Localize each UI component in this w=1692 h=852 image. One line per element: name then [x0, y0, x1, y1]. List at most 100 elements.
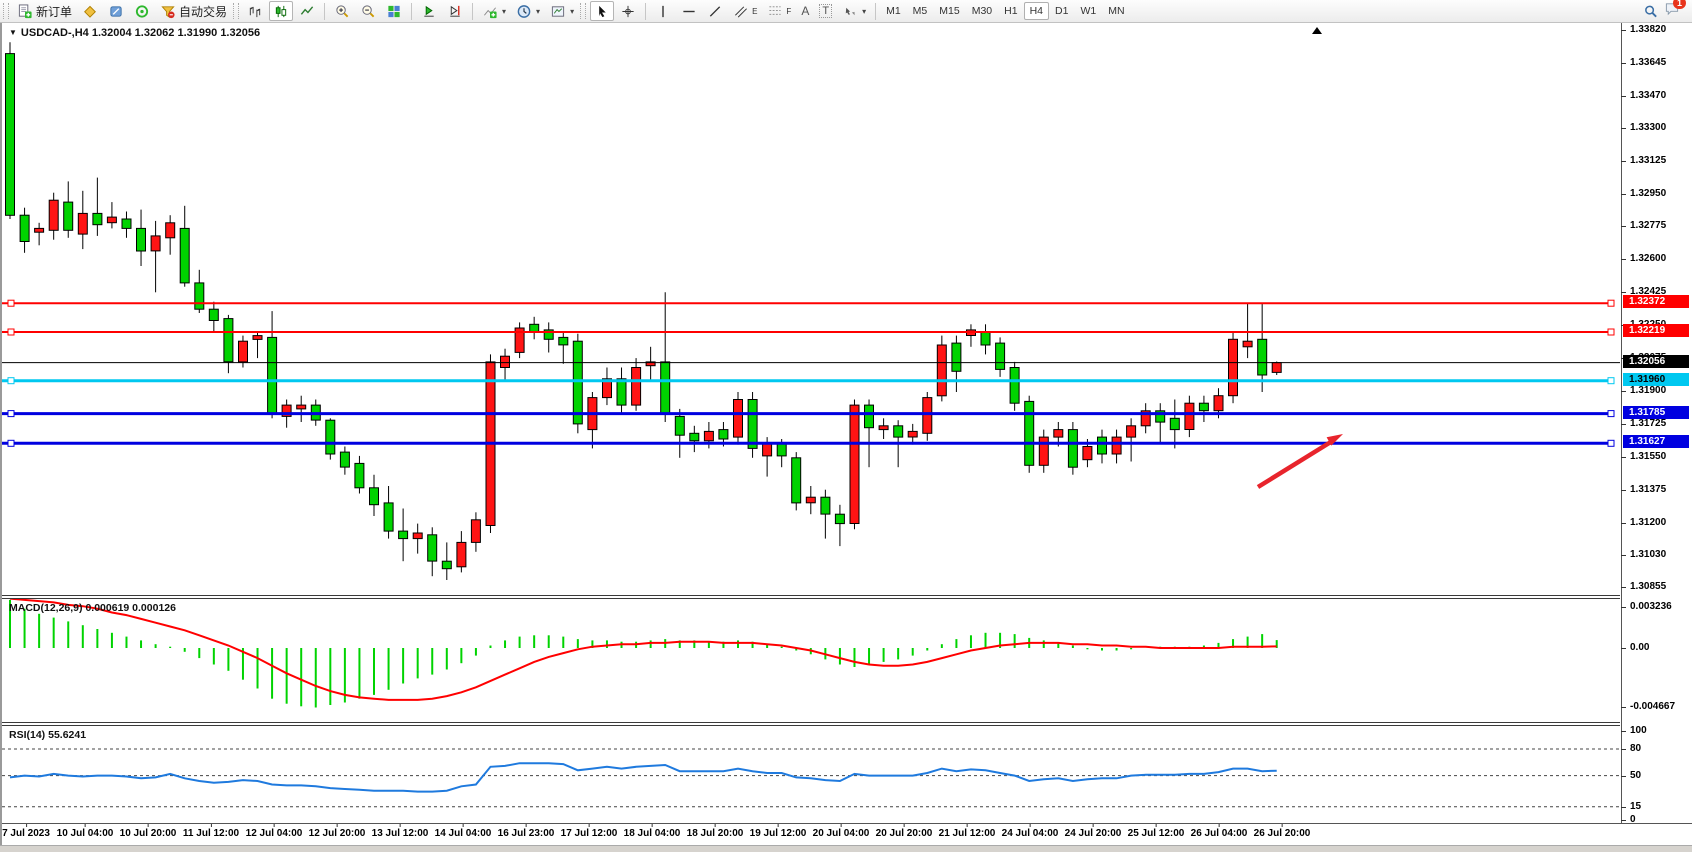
one-click-collapse-icon[interactable]: ▼ [9, 28, 17, 37]
macd-plot[interactable] [2, 599, 1620, 722]
macd-axis-label: 0.003236 [1621, 601, 1672, 612]
signals-button[interactable] [130, 1, 154, 21]
timeframe-h4[interactable]: H4 [1023, 2, 1050, 20]
rsi-axis-label: 100 [1621, 725, 1647, 736]
zoom-out-icon [362, 4, 375, 17]
market-button[interactable] [78, 1, 102, 21]
timeframe-w1[interactable]: W1 [1074, 2, 1102, 20]
new-order-button[interactable]: 新订单 [13, 1, 76, 21]
auto-scroll-button[interactable] [417, 1, 441, 21]
zoom-in-button[interactable] [330, 1, 354, 21]
timeframe-d1[interactable]: D1 [1049, 2, 1074, 20]
price-tag-1.32219: 1.32219 [1623, 324, 1689, 337]
timeframe-h1[interactable]: H1 [998, 2, 1023, 20]
price-axis-label: 1.33645 [1620, 57, 1667, 68]
tile-windows-icon [388, 5, 400, 17]
bar-chart-button[interactable] [243, 1, 267, 21]
crosshair-tool-button[interactable] [616, 1, 640, 21]
price-tag-1.32372: 1.32372 [1623, 295, 1689, 308]
hline-1.32372[interactable] [2, 299, 1615, 307]
hline-1.32219[interactable] [2, 328, 1615, 336]
vertical-line-icon [662, 5, 664, 17]
price-axis[interactable]: 1.33820 1.33645 1.33470 1.33300 1.33125 1.329… [1620, 23, 1692, 825]
macd-signal-line [9, 599, 1277, 701]
candlestick-chart-button[interactable] [269, 1, 294, 21]
channel-tool-button[interactable]: E [729, 1, 761, 21]
window-bottom-edge [0, 845, 1692, 852]
time-axis-label: 24 Jul 20:00 [1064, 824, 1122, 839]
chart-shift-marker[interactable] [1312, 27, 1322, 34]
macd-label: MACD(12,26,9) 0.000619 0.000126 [9, 602, 176, 614]
search-button[interactable] [1639, 1, 1663, 21]
chat-button[interactable]: 1 [1664, 0, 1686, 21]
price-axis-label: 1.31725 [1620, 418, 1667, 429]
price-axis-label: 1.31375 [1620, 484, 1667, 495]
time-axis-label: 18 Jul 20:00 [686, 824, 744, 839]
arrows-tool-button[interactable]: ▾ [838, 1, 870, 21]
hline-handle[interactable] [1607, 328, 1615, 336]
timeframe-m30[interactable]: M30 [966, 2, 998, 20]
chart-title: ▼ USDCAD-,H4 1.32004 1.32062 1.31990 1.32… [9, 27, 260, 39]
timeframe-m1[interactable]: M1 [880, 2, 907, 20]
timeframe-m5[interactable]: M5 [907, 2, 934, 20]
hline-handle[interactable] [1607, 410, 1615, 418]
main-chart-plot[interactable] [2, 24, 1620, 595]
toolbar-separator [233, 3, 240, 19]
hline-handle[interactable] [7, 439, 15, 447]
auto-scroll-icon [424, 5, 434, 17]
text-label-tool-button[interactable]: T [815, 1, 836, 21]
time-axis-label: 19 Jul 12:00 [749, 824, 807, 839]
macd-pane[interactable]: MACD(12,26,9) 0.000619 0.000126 [2, 599, 1620, 722]
text-label-icon: T [819, 4, 833, 18]
horizontal-line-tool-button[interactable] [677, 1, 701, 21]
main-chart-pane[interactable] [2, 24, 1620, 595]
price-axis-label: 1.32425 [1620, 286, 1667, 297]
autotrading-button[interactable]: 自动交易 [156, 1, 231, 21]
trendline-tool-button[interactable] [703, 1, 727, 21]
rsi-pane[interactable]: RSI(14) 55.6241 [2, 726, 1620, 822]
chart-shift-button[interactable] [443, 1, 467, 21]
hline-1.31785[interactable] [2, 410, 1615, 418]
rsi-value: 55.6241 [48, 729, 87, 741]
time-axis-label: 16 Jul 23:00 [497, 824, 555, 839]
vertical-line-tool-button[interactable] [651, 1, 675, 21]
hline-handle[interactable] [1607, 439, 1615, 447]
hline-handle[interactable] [7, 299, 15, 307]
price-axis-label: 1.33470 [1620, 90, 1667, 101]
timeframe-mn[interactable]: MN [1102, 2, 1130, 20]
ohlc-high: 1.32062 [134, 27, 175, 39]
zoom-out-button[interactable] [356, 1, 380, 21]
line-chart-button[interactable] [295, 1, 319, 21]
fibonacci-tool-button[interactable]: F [763, 1, 795, 21]
ohlc-open: 1.32004 [91, 27, 132, 39]
equidistant-channel-icon [735, 5, 748, 17]
timeframe-m15[interactable]: M15 [933, 2, 965, 20]
hline-1.31627[interactable] [2, 439, 1615, 447]
hline-handle[interactable] [7, 410, 15, 418]
hline-handle[interactable] [1607, 299, 1615, 307]
fibonacci-icon [769, 5, 782, 15]
hline-handle[interactable] [7, 377, 15, 385]
hline-handle[interactable] [1607, 377, 1615, 385]
hline-1.31960[interactable] [2, 377, 1615, 385]
pane-separator[interactable] [2, 722, 1620, 726]
rsi-plot[interactable] [2, 726, 1620, 822]
pane-separator[interactable] [2, 595, 1620, 599]
time-axis[interactable]: 7 Jul 2023 10 Jul 04:00 10 Jul 20:00 11 Jul… [2, 823, 1692, 845]
toolbar-separator [324, 2, 326, 20]
cursor-tool-button[interactable] [590, 1, 615, 21]
price-axis-label: 1.32775 [1620, 220, 1667, 231]
arrows-icon [845, 7, 855, 15]
templates-button[interactable]: ▾ [546, 1, 578, 21]
arrow-annotation[interactable] [1256, 434, 1343, 489]
price-tag-1.31627: 1.31627 [1623, 435, 1689, 448]
metaeditor-button[interactable] [104, 1, 128, 21]
indicators-button[interactable]: ▾ [478, 1, 510, 21]
tile-windows-button[interactable] [382, 1, 406, 21]
ohlc-low: 1.31990 [177, 27, 218, 39]
periods-button[interactable]: ▾ [512, 1, 544, 21]
text-tool-button[interactable]: A [797, 1, 813, 21]
rsi-axis-label: 80 [1620, 743, 1642, 754]
hline-handle[interactable] [7, 328, 15, 336]
toolbar-separator [580, 3, 587, 19]
